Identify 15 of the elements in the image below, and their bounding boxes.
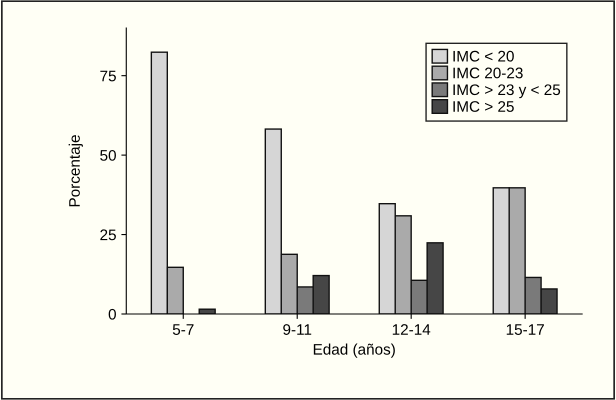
x-tick-label: 5-7 — [172, 324, 194, 335]
y-axis-title: Porcentaje — [68, 135, 83, 206]
x-axis-title: Edad (años) — [314, 344, 395, 358]
x-tick-label: 15-17 — [506, 324, 544, 335]
legend-label: IMC 20-23 — [453, 68, 523, 78]
legend-label: IMC > 23 y < 25 — [453, 84, 560, 98]
x-tick-label: 12-14 — [392, 324, 430, 335]
legend-label: IMC < 20 — [453, 50, 514, 62]
bar — [198, 308, 216, 314]
y-tick-label: 75 — [100, 70, 116, 82]
legend-label: IMC > 25 — [453, 101, 514, 112]
y-tick-label: 0 — [108, 308, 116, 320]
x-tick-label: 9-11 — [283, 324, 312, 335]
y-tick-label: 50 — [100, 150, 116, 161]
y-tick-label: 25 — [100, 229, 116, 240]
